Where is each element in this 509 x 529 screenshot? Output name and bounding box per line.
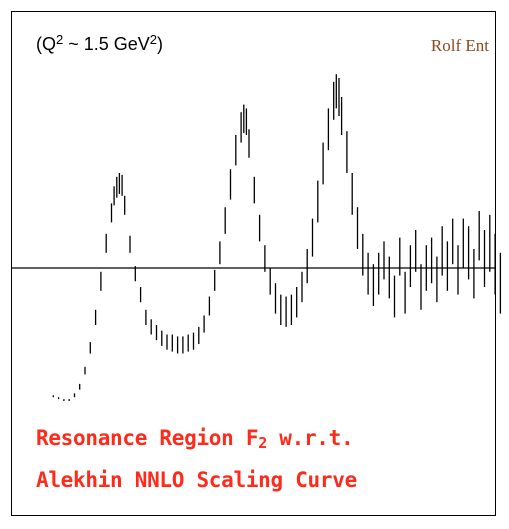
error-bars: [52, 74, 502, 401]
caption-line-2: Alekhin NNLO Scaling Curve: [36, 468, 357, 492]
caption-line-1-start: Resonance Region F: [36, 426, 259, 450]
caption-line-1-end: w.r.t.: [266, 426, 354, 450]
caption-line-1: Resonance Region F2 w.r.t.: [36, 426, 354, 452]
author-credit: Rolf Ent: [430, 36, 489, 55]
q2-exponent: 2: [56, 32, 64, 47]
caption-subscript: 2: [258, 434, 267, 452]
gev-exponent: 2: [149, 32, 158, 47]
q2-close: ): [157, 34, 164, 54]
q2-open: (Q: [36, 34, 56, 54]
q2-value: ~ 1.5 GeV: [63, 34, 150, 54]
q2-annotation: (Q2 ~ 1.5 GeV2): [36, 32, 164, 55]
